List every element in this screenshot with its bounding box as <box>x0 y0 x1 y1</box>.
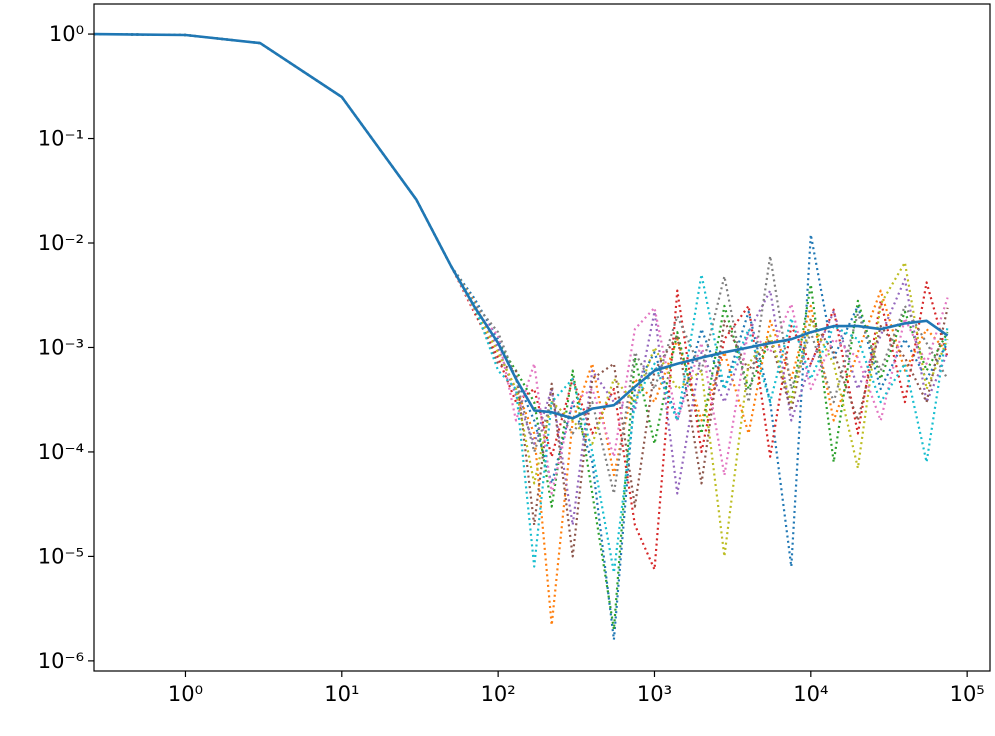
dotted-line <box>94 33 949 641</box>
y-tick-label: 10⁻¹ <box>38 127 84 151</box>
y-tick-label: 10⁰ <box>49 22 84 46</box>
dotted-line <box>94 33 949 631</box>
y-tick-label: 10⁻⁶ <box>38 649 84 673</box>
dotted-line <box>94 33 949 558</box>
dotted-line <box>94 33 949 571</box>
dotted-line <box>94 33 949 558</box>
y-tick-label: 10⁻² <box>38 231 84 255</box>
y-tick-label: 10⁻⁵ <box>38 544 84 568</box>
dotted-line <box>94 33 949 495</box>
mean-line <box>94 32 949 420</box>
x-tick-label: 10⁰ <box>168 682 203 706</box>
y-tick-label: 10⁻³ <box>38 335 84 359</box>
x-tick-label: 10⁴ <box>793 682 828 706</box>
x-tick-label: 10³ <box>637 682 672 706</box>
x-tick-label: 10⁵ <box>950 682 985 706</box>
axes-frame <box>93 3 991 672</box>
x-tick-label: 10² <box>481 682 516 706</box>
dotted-line <box>94 33 949 495</box>
dotted-line <box>94 33 949 574</box>
x-tick-label: 10¹ <box>324 682 359 706</box>
y-tick-label: 10⁻⁴ <box>38 440 84 464</box>
